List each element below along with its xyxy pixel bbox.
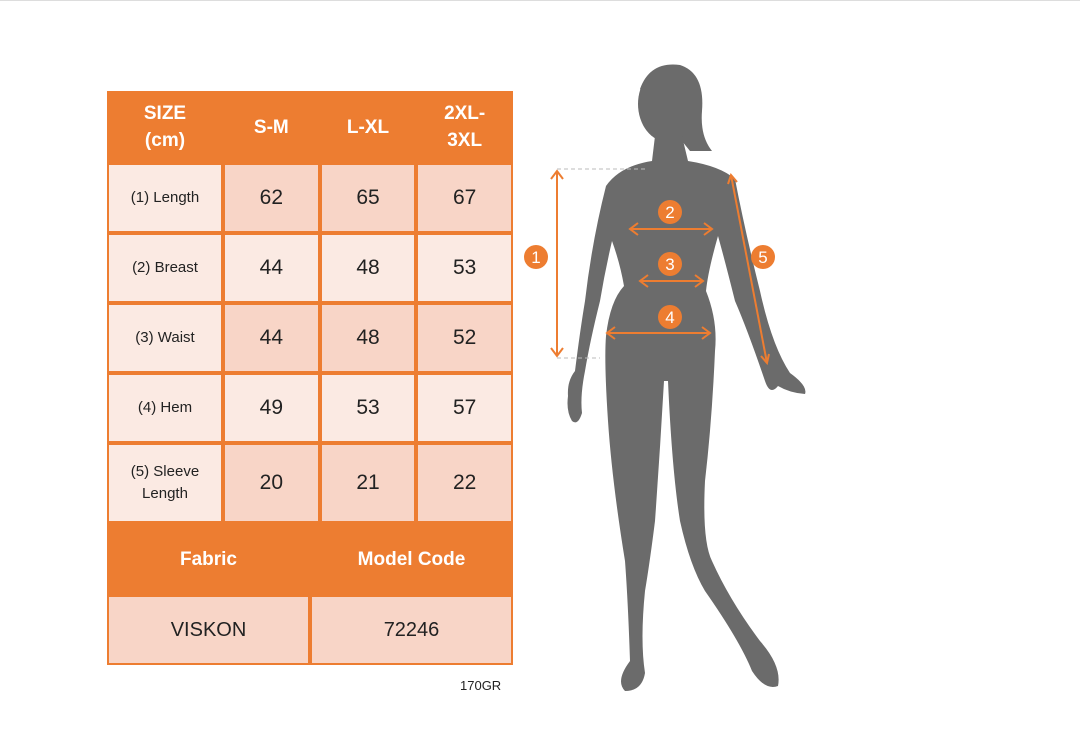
table-row: (4) Hem 49 53 57 xyxy=(107,373,513,443)
size-value: 67 xyxy=(416,163,513,233)
marker-number: 3 xyxy=(665,255,674,274)
header-text: 2XL- 3XL xyxy=(444,103,486,151)
size-table: SIZE (cm) S-M L-XL 2XL- 3XL (1) Length 62… xyxy=(107,91,513,665)
size-value: 44 xyxy=(222,303,320,373)
size-value: 48 xyxy=(319,303,417,373)
size-value: 57 xyxy=(416,373,513,443)
row-label: (3) Waist xyxy=(107,303,223,373)
table-row: (3) Waist 44 48 52 xyxy=(107,303,513,373)
table-row: (1) Length 62 65 67 xyxy=(107,163,513,233)
footer-value-row: VISKON 72246 xyxy=(107,595,513,665)
size-value: 49 xyxy=(222,373,320,443)
header-l-xl: L-XL xyxy=(319,91,417,163)
fabric-value: VISKON xyxy=(107,595,310,665)
row-label: (4) Hem xyxy=(107,373,223,443)
marker-number: 5 xyxy=(758,248,767,267)
size-value: 52 xyxy=(416,303,513,373)
size-value: 53 xyxy=(319,373,417,443)
measurement-arrows xyxy=(550,169,770,366)
size-value: 21 xyxy=(319,443,417,523)
size-value: 48 xyxy=(319,233,417,303)
marker-circle xyxy=(658,200,682,224)
size-value: 22 xyxy=(416,443,513,523)
model-code-value: 72246 xyxy=(310,595,513,665)
guide-lines xyxy=(557,168,645,359)
row-label: (5) Sleeve Length xyxy=(107,443,223,523)
header-row: SIZE (cm) S-M L-XL 2XL- 3XL xyxy=(107,91,513,163)
table-row: (5) Sleeve Length 20 21 22 xyxy=(107,443,513,523)
marker-circle xyxy=(524,245,548,269)
marker-number: 1 xyxy=(531,248,540,267)
marker-number: 4 xyxy=(665,308,674,327)
header-s-m: S-M xyxy=(222,91,320,163)
silhouette xyxy=(567,64,806,691)
footer-header-row: Fabric Model Code xyxy=(107,523,513,595)
size-value: 44 xyxy=(222,233,320,303)
weight-note: 170GR xyxy=(460,678,502,693)
row-label: (2) Breast xyxy=(107,233,223,303)
marker-number: 2 xyxy=(665,203,674,222)
size-value: 53 xyxy=(416,233,513,303)
header-text: SIZE (cm) xyxy=(143,103,187,151)
table-row: (2) Breast 44 48 53 xyxy=(107,233,513,303)
row-label: (1) Length xyxy=(107,163,223,233)
size-value: 65 xyxy=(319,163,417,233)
model-code-header: Model Code xyxy=(310,523,513,595)
size-value: 20 xyxy=(222,443,320,523)
fabric-header: Fabric xyxy=(107,523,310,595)
size-value: 62 xyxy=(222,163,320,233)
marker-circle xyxy=(658,252,682,276)
header-size: SIZE (cm) xyxy=(107,91,223,163)
header-2xl-3xl: 2XL- 3XL xyxy=(416,91,513,163)
marker-circle xyxy=(751,245,775,269)
marker-circle xyxy=(658,305,682,329)
markers: 1 2 3 4 5 xyxy=(524,200,775,329)
